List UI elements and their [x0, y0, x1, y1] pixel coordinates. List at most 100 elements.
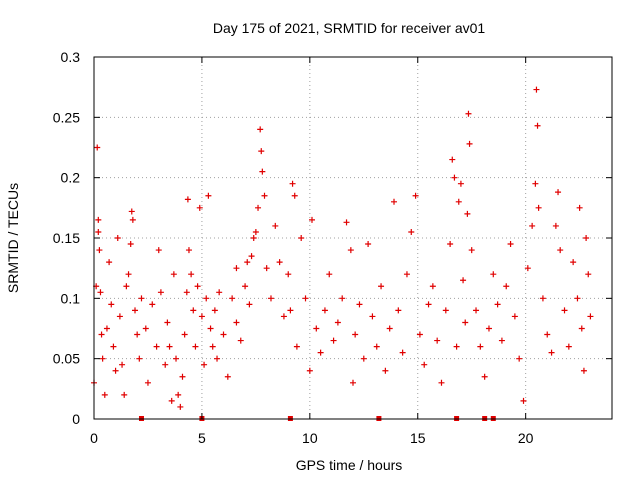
data-point [511, 313, 518, 320]
data-point [97, 289, 104, 296]
data-point [533, 86, 540, 93]
data-point [129, 216, 136, 223]
data-point [261, 192, 268, 199]
data-point [557, 247, 564, 254]
data-point [112, 367, 119, 374]
x-tick-label: 10 [302, 430, 318, 446]
data-point [216, 289, 223, 296]
data-point [378, 283, 385, 290]
x-axis-label: GPS time / hours [296, 457, 403, 473]
data-point [350, 379, 356, 386]
y-axis-ticks: 0 0.05 0.1 0.15 0.2 0.25 0.3 [53, 49, 612, 427]
data-point [507, 241, 514, 248]
data-point [587, 313, 594, 320]
data-point [457, 180, 464, 187]
data-point [128, 208, 135, 215]
data-point [552, 222, 559, 229]
data-point [121, 391, 128, 398]
data-point [224, 373, 231, 380]
data-point [179, 373, 186, 380]
data-point [96, 247, 103, 254]
data-point [183, 289, 190, 296]
data-point [403, 271, 410, 278]
data-point [280, 313, 287, 320]
data-point [181, 331, 188, 338]
data-point [534, 122, 541, 129]
data-point [429, 283, 436, 290]
chart-title: Day 175 of 2021, SRMTID for receiver av0… [213, 20, 486, 36]
data-point [166, 343, 173, 350]
data-point [153, 343, 160, 350]
data-point [205, 192, 212, 199]
data-point [116, 313, 123, 320]
data-point [209, 343, 216, 350]
data-point [103, 325, 110, 332]
data-point [516, 355, 523, 362]
data-point [382, 367, 389, 374]
data-point [306, 367, 313, 374]
data-point [520, 397, 527, 404]
data-point [490, 271, 497, 278]
y-tick-label: 0.15 [53, 230, 80, 246]
data-point [198, 313, 205, 320]
data-point [142, 325, 149, 332]
data-point [529, 222, 536, 229]
data-point [214, 355, 221, 362]
data-point [293, 343, 300, 350]
data-point [585, 271, 592, 278]
data-point [287, 307, 294, 314]
data-point [576, 204, 583, 211]
data-point [248, 253, 255, 260]
data-point [373, 343, 380, 350]
data-point [289, 180, 296, 187]
data-point [98, 331, 105, 338]
data-point [134, 331, 141, 338]
data-point [574, 295, 581, 302]
data-point [539, 295, 546, 302]
data-point [408, 228, 415, 235]
data-point [194, 283, 201, 290]
data-points [91, 86, 594, 410]
data-point [462, 319, 469, 326]
data-point [369, 313, 376, 320]
data-point [466, 140, 473, 147]
data-point [95, 228, 102, 235]
data-point [252, 228, 259, 235]
data-point [188, 271, 195, 278]
data-point [237, 337, 244, 344]
data-point [233, 265, 240, 272]
data-point [339, 295, 346, 302]
data-point [95, 216, 102, 223]
data-point [451, 174, 458, 181]
data-point [356, 301, 363, 308]
data-point [220, 331, 227, 338]
data-point [449, 156, 456, 163]
data-point [257, 126, 264, 133]
data-point [125, 271, 132, 278]
data-point [244, 259, 251, 266]
data-point [184, 196, 191, 203]
data-point [578, 325, 585, 332]
x-tick-label: 0 [90, 430, 98, 446]
data-point [494, 301, 501, 308]
data-point [291, 192, 298, 199]
plot-frame [93, 56, 613, 420]
data-point [110, 343, 117, 350]
data-point [192, 343, 199, 350]
data-point [321, 307, 328, 314]
y-tick-label: 0.2 [61, 170, 81, 186]
data-point [399, 349, 406, 356]
data-point [229, 295, 236, 302]
data-point [464, 210, 471, 217]
data-point [242, 283, 249, 290]
data-point [114, 235, 121, 241]
data-point [108, 301, 115, 308]
data-point [170, 271, 177, 278]
data-point [386, 325, 393, 332]
data-point [395, 307, 402, 314]
y-tick-label: 0.3 [61, 49, 81, 65]
y-tick-label: 0.1 [61, 290, 81, 306]
data-point [267, 295, 274, 302]
data-point [360, 355, 367, 362]
x-tick-label: 15 [410, 430, 426, 446]
